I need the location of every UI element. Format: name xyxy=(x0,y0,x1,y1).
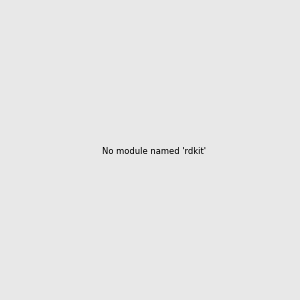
Text: No module named 'rdkit': No module named 'rdkit' xyxy=(102,147,206,156)
